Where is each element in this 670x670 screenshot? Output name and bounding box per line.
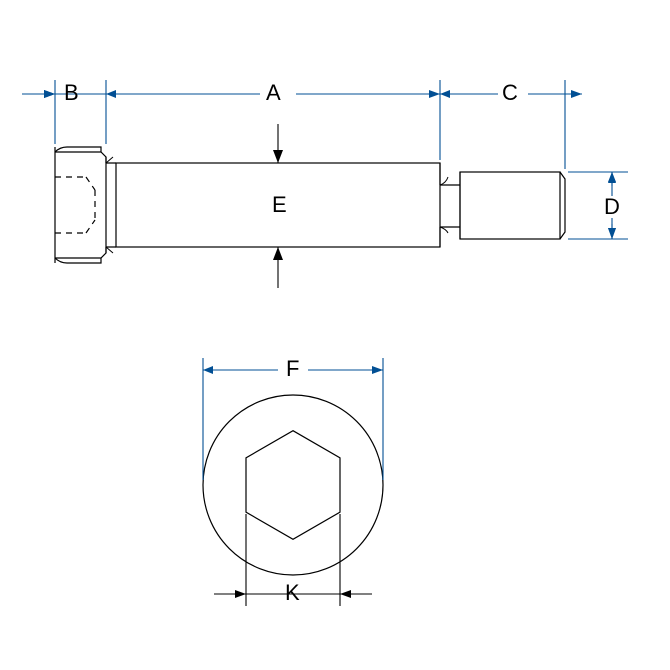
- label-B: B: [64, 80, 79, 106]
- label-E: E: [272, 192, 287, 218]
- label-C: C: [502, 80, 518, 106]
- dimensions: [22, 80, 628, 239]
- label-F: F: [286, 356, 299, 382]
- side-view: [55, 147, 565, 263]
- front-view: [203, 395, 383, 575]
- drawing-svg: [0, 0, 670, 670]
- label-K: K: [285, 580, 300, 606]
- label-A: A: [266, 80, 281, 106]
- label-D: D: [604, 194, 620, 220]
- diagram-canvas: A B C D E F K: [0, 0, 670, 670]
